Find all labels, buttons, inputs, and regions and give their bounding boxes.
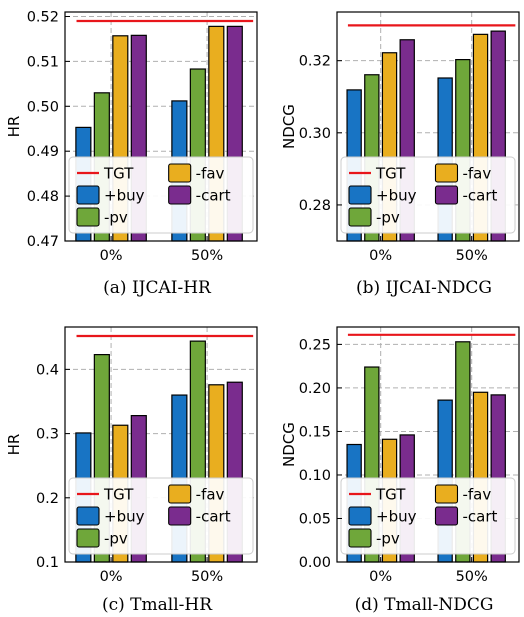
chart-caption: (a) IJCAI-HR xyxy=(103,278,212,298)
axes-frame xyxy=(64,326,258,563)
y-tick-label: 0.32 xyxy=(299,54,331,70)
legend: TGT -fav +buy -cart -pv xyxy=(68,156,254,234)
chart-caption: (c) Tmall-HR xyxy=(102,595,213,615)
legend-label-fav: -fav xyxy=(196,165,225,183)
legend-label-pv: -pv xyxy=(376,209,400,227)
y-tick-label: 0.28 xyxy=(299,198,331,214)
y-tick-label: 0.10 xyxy=(299,468,331,484)
y-tick-label: 0.00 xyxy=(299,555,331,571)
legend-label-pv: -pv xyxy=(104,209,128,227)
axes-frame xyxy=(336,326,520,563)
x-tick-label: 0% xyxy=(100,569,123,585)
axes-frame xyxy=(336,11,520,242)
legend-swatch-pv xyxy=(76,207,100,227)
chart-caption: (d) Tmall-NDCG xyxy=(355,595,494,615)
legend-label-buy: +buy xyxy=(376,187,417,205)
legend-label-pv: -pv xyxy=(104,530,128,548)
legend-label-cart: -cart xyxy=(462,508,497,526)
legend-label-buy: +buy xyxy=(104,187,145,205)
y-tick-label: 0.47 xyxy=(27,234,59,250)
legend-box xyxy=(340,156,516,234)
legend-swatch-pv xyxy=(348,207,372,227)
y-tick-label: 0.15 xyxy=(299,424,331,440)
y-axis-label: HR xyxy=(5,116,23,138)
legend-box xyxy=(68,477,254,555)
legend-label-fav: -fav xyxy=(196,486,225,504)
y-tick-label: 0.20 xyxy=(299,381,331,397)
y-tick-label: 0.2 xyxy=(36,491,59,507)
legend-swatch-buy xyxy=(76,185,100,205)
legend-swatch-fav xyxy=(434,484,459,504)
x-tick-label: 50% xyxy=(456,569,488,585)
y-axis-label: NDCG xyxy=(280,104,298,149)
y-tick-label: 0.51 xyxy=(27,54,59,70)
x-tick-label: 0% xyxy=(100,248,123,264)
legend-swatch-fav xyxy=(434,163,459,183)
x-tick-label: 50% xyxy=(191,569,223,585)
y-tick-label: 0.05 xyxy=(299,511,331,527)
y-axis-label: NDCG xyxy=(280,422,298,467)
legend: TGT -fav +buy -cart -pv xyxy=(340,156,516,234)
y-tick-label: 0.1 xyxy=(36,555,59,571)
legend-swatch-cart xyxy=(434,506,459,526)
chart-panel-3: TGT -fav +buy -cart -pv 0.00 0.05 0.10 0.15 0.20 0… xyxy=(280,326,520,615)
legend-swatch-cart xyxy=(434,185,459,205)
legend-label-fav: -fav xyxy=(462,486,491,504)
legend-swatch-cart xyxy=(168,506,192,526)
y-tick-label: 0.50 xyxy=(27,99,59,115)
legend: TGT -fav +buy -cart -pv xyxy=(340,477,516,555)
legend-label-buy: +buy xyxy=(104,508,145,526)
chart-panel-1: TGT -fav +buy -cart -pv 0.28 0.30 0.32 0% 50% NDCG… xyxy=(280,11,520,298)
x-tick-label: 0% xyxy=(369,248,392,264)
x-tick-label: 50% xyxy=(456,248,488,264)
legend-label-tgt: TGT xyxy=(375,165,406,183)
chart-panel-0: TGT -fav +buy -cart -pv 0.47 0.48 0.49 0.50 0.51 0… xyxy=(5,9,258,298)
chart-caption: (b) IJCAI-NDCG xyxy=(356,278,492,298)
y-tick-label: 0.30 xyxy=(299,126,331,142)
legend-swatch-buy xyxy=(348,506,372,526)
legend-label-pv: -pv xyxy=(376,530,400,548)
legend-swatch-fav xyxy=(168,484,192,504)
legend: TGT -fav +buy -cart -pv xyxy=(68,477,254,555)
legend-label-buy: +buy xyxy=(376,508,417,526)
legend-label-cart: -cart xyxy=(462,187,497,205)
legend-swatch-buy xyxy=(348,185,372,205)
x-tick-label: 50% xyxy=(191,248,223,264)
legend-label-tgt: TGT xyxy=(375,486,406,504)
y-tick-label: 0.48 xyxy=(27,189,59,205)
legend-label-cart: -cart xyxy=(196,508,231,526)
x-tick-label: 0% xyxy=(369,569,392,585)
chart-panel-2: TGT -fav +buy -cart -pv 0.1 0.2 0.3 0.4 0% 50% HR (c… xyxy=(5,326,258,615)
legend-label-tgt: TGT xyxy=(103,165,134,183)
y-tick-label: 0.3 xyxy=(36,427,59,443)
legend-label-cart: -cart xyxy=(196,187,231,205)
legend-swatch-cart xyxy=(168,185,192,205)
legend-box xyxy=(340,477,516,555)
y-tick-label: 0.52 xyxy=(27,9,59,25)
axes-frame xyxy=(64,11,258,242)
y-tick-label: 0.4 xyxy=(36,362,59,378)
legend-label-tgt: TGT xyxy=(103,486,134,504)
legend-swatch-buy xyxy=(76,506,100,526)
legend-box xyxy=(68,156,254,234)
legend-swatch-pv xyxy=(348,528,372,548)
legend-swatch-pv xyxy=(76,528,100,548)
y-tick-label: 0.49 xyxy=(27,144,59,160)
legend-swatch-fav xyxy=(168,163,192,183)
y-tick-label: 0.25 xyxy=(299,337,331,353)
legend-label-fav: -fav xyxy=(462,165,491,183)
y-axis-label: HR xyxy=(5,434,23,456)
